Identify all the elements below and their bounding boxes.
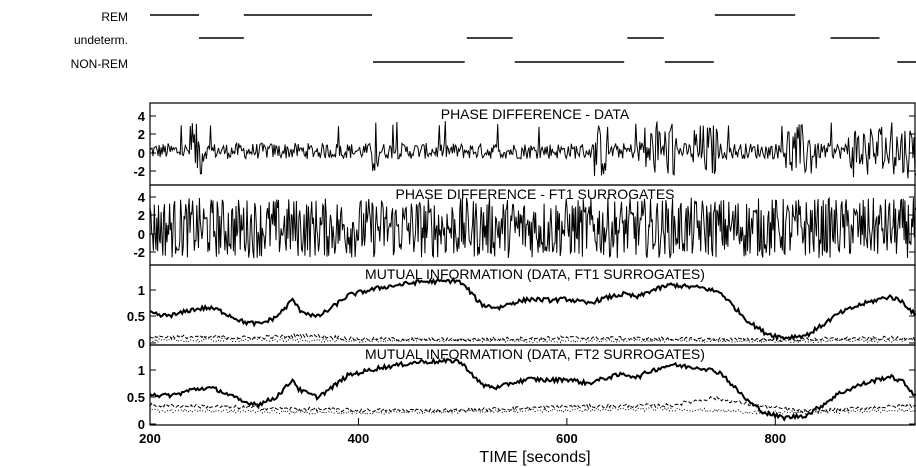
mi-surrogate-dotted-line [149, 406, 916, 416]
mi-surrogate-dashed-line [149, 395, 916, 414]
y-tick-label: -2 [133, 164, 145, 179]
y-tick-label: 1 [138, 363, 145, 378]
panel-phase-difference-ft1-surrogates: PHASE DIFFERENCE - FT1 SURROGATES 4 2 0 -2 [133, 184, 916, 266]
panel-mutual-information-ft2: MUTUAL INFORMATION (DATA, FT2 SURROGATES… [127, 344, 916, 432]
x-tick-label: 800 [764, 431, 786, 446]
mi-data-line [149, 277, 916, 341]
panel-title: MUTUAL INFORMATION (DATA, FT1 SURROGATES… [365, 266, 705, 282]
x-tick-label: 600 [556, 431, 578, 446]
stage-label-rem: REM [101, 10, 128, 24]
y-tick-label: 0.5 [127, 309, 145, 324]
x-tick-label: 200 [139, 431, 161, 446]
x-axis-label: TIME [seconds] [479, 449, 590, 466]
panel-phase-difference-data: PHASE DIFFERENCE - DATA 4 2 0 -2 [133, 102, 916, 186]
y-tick-label: 0 [138, 227, 145, 242]
mi-surrogate-dotted-line [149, 337, 916, 344]
y-tick-label: 0 [138, 146, 145, 161]
y-tick-label: 0 [138, 417, 145, 432]
panel-title: PHASE DIFFERENCE - FT1 SURROGATES [396, 186, 675, 202]
phase-series-line [149, 196, 916, 259]
panel-title: PHASE DIFFERENCE - DATA [441, 106, 630, 122]
y-tick-label: 4 [138, 109, 146, 124]
y-tick-label: 0 [138, 336, 145, 351]
y-tick-label: 1 [138, 283, 145, 298]
y-tick-label: -2 [133, 245, 145, 260]
x-axis: 200 400 600 800 [139, 418, 786, 446]
y-tick-label: 2 [138, 127, 145, 142]
mi-surrogate-dashed-line [149, 332, 916, 343]
panel-frame [149, 344, 916, 426]
y-tick-label: 0.5 [127, 390, 145, 405]
stage-label-non-rem: NON-REM [71, 57, 128, 71]
mi-data-line [149, 357, 916, 422]
phase-series-line [149, 121, 916, 179]
panel-title: MUTUAL INFORMATION (DATA, FT2 SURROGATES… [365, 346, 705, 362]
y-tick-label: 4 [138, 190, 146, 205]
stage-label-undetermined: undeterm. [74, 33, 128, 47]
sleep-stage-bars: REM undeterm. NON-REM [71, 10, 916, 71]
y-tick-label: 2 [138, 208, 145, 223]
x-tick-label: 400 [348, 431, 370, 446]
panel-mutual-information-ft1: MUTUAL INFORMATION (DATA, FT1 SURROGATES… [127, 264, 916, 351]
